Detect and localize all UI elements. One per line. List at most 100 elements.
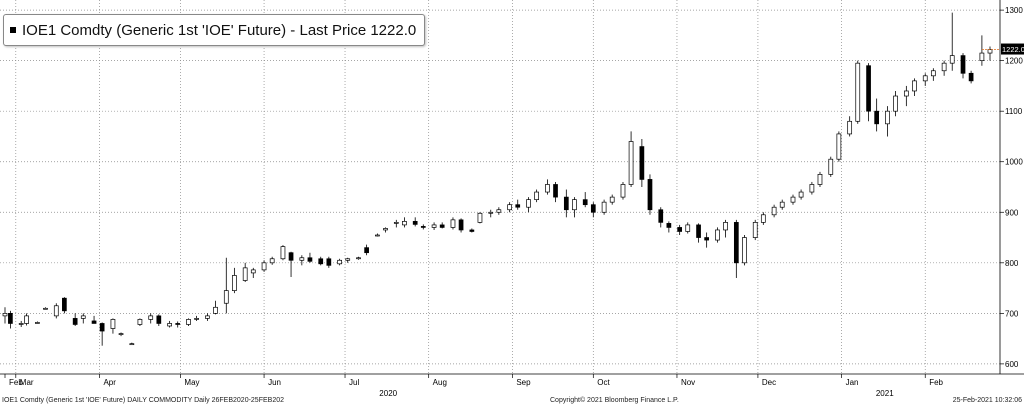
candle — [798, 189, 804, 200]
candle — [364, 244, 369, 256]
candle — [72, 313, 78, 326]
candle — [715, 227, 720, 243]
candle — [847, 116, 853, 137]
candle-body — [356, 257, 361, 260]
candle-body — [156, 315, 162, 324]
y-tick-label: 1300 — [1005, 6, 1023, 15]
candle — [167, 320, 172, 328]
candle-body — [242, 267, 248, 281]
candle-body — [496, 209, 502, 213]
candle — [431, 222, 437, 230]
candle — [420, 224, 426, 230]
candle-body — [439, 224, 445, 228]
candle-body — [666, 223, 672, 228]
candle-body — [91, 320, 97, 324]
x-tick-label-sep: Sep — [516, 378, 531, 387]
candle-body — [337, 259, 342, 265]
candle — [817, 171, 823, 187]
footer-copyright: Copyright© 2021 Bloomberg Finance L.P. — [550, 397, 679, 404]
last-price-tag — [1001, 43, 1024, 55]
candle — [677, 224, 683, 236]
candle — [477, 212, 483, 224]
candle — [553, 181, 558, 203]
x-tick-label-dec: Dec — [762, 378, 776, 387]
candle — [393, 219, 399, 228]
candle-body — [733, 222, 739, 264]
candle-body — [779, 201, 785, 208]
candle-body — [874, 110, 880, 125]
y-tick-label: 1000 — [1005, 158, 1023, 167]
candle-body — [186, 319, 191, 325]
candle — [760, 212, 766, 225]
candle-body — [968, 72, 974, 82]
candle — [469, 228, 475, 233]
candle-body — [847, 120, 853, 135]
candle — [80, 313, 86, 324]
candle — [628, 131, 634, 187]
candle-body — [375, 234, 380, 237]
candle — [836, 131, 842, 162]
candle-body — [62, 297, 67, 312]
candle-body — [420, 226, 426, 228]
candle-body — [987, 49, 993, 54]
candle-body — [148, 315, 154, 320]
candle — [261, 260, 267, 272]
candle-body — [704, 237, 709, 241]
candle — [186, 318, 191, 326]
candle — [874, 98, 880, 132]
candle — [53, 303, 59, 319]
candle-body — [866, 65, 871, 112]
y-tick-label: 700 — [1005, 309, 1019, 318]
candle-body — [194, 318, 199, 320]
candle-body — [620, 184, 626, 198]
candle — [288, 251, 294, 277]
candle-body — [696, 224, 701, 238]
candle — [213, 300, 218, 315]
candle-body — [685, 224, 691, 232]
candle-body — [477, 212, 483, 223]
candle-body — [345, 258, 351, 261]
candle — [299, 255, 305, 266]
candle — [590, 202, 596, 218]
candle — [960, 53, 966, 79]
candle — [118, 332, 124, 337]
candle — [828, 156, 834, 177]
candle-body — [8, 313, 13, 324]
candle-body — [609, 196, 615, 203]
candle-body — [582, 199, 588, 206]
candle — [2, 307, 8, 324]
candle — [742, 235, 747, 266]
candle — [148, 313, 154, 324]
candle-body — [488, 211, 494, 214]
y-tick-label: 900 — [1005, 208, 1019, 217]
candle — [250, 267, 256, 278]
candle-body — [893, 95, 898, 112]
candle — [979, 35, 985, 66]
candlesticks — [2, 12, 993, 346]
candle-body — [658, 209, 664, 223]
candle-body — [261, 262, 267, 271]
candle-body — [545, 184, 550, 193]
x-tick-label-may: May — [184, 378, 199, 387]
candle — [545, 179, 550, 195]
candle-body — [639, 146, 645, 180]
candle-body — [299, 257, 305, 261]
candle-body — [760, 214, 766, 223]
candle — [205, 313, 210, 321]
candle-body — [383, 228, 388, 231]
candle-body — [885, 110, 890, 125]
candle — [666, 221, 672, 233]
candle-body — [412, 221, 418, 225]
candle — [223, 257, 229, 314]
candle-body — [941, 62, 947, 72]
candle — [515, 199, 521, 210]
candle-body — [771, 206, 777, 216]
candle-body — [515, 204, 521, 208]
candle-body — [647, 179, 653, 211]
candle-body — [817, 174, 823, 185]
candle-body — [393, 222, 399, 224]
chart-legend: IOE1 Comdty (Generic 1st 'IOE' Future) -… — [3, 14, 426, 46]
candle-body — [35, 322, 40, 324]
